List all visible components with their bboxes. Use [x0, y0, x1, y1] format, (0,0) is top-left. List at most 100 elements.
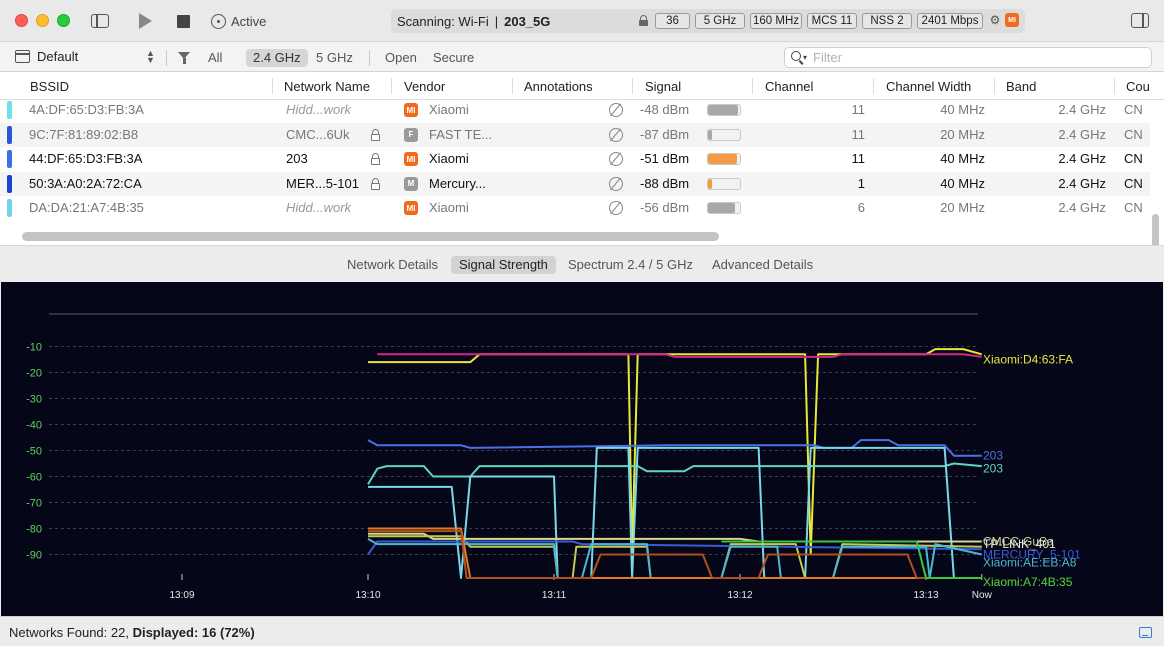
- channel-cell: 6: [857, 200, 865, 215]
- signal-cell: -48 dBm: [640, 102, 690, 117]
- y-tick-label: -30: [26, 394, 42, 406]
- filter-all-button[interactable]: All: [208, 50, 223, 65]
- tab-network-details[interactable]: Network Details: [347, 257, 439, 272]
- table-row[interactable]: 4A:DF:65:D3:FB:3A Hidd...work MI Xiaomi -48 …: [0, 98, 1150, 122]
- y-tick-label: -10: [26, 342, 42, 354]
- channel-width-cell: 40 MHz: [940, 102, 985, 117]
- channel-cell: 11: [851, 151, 866, 166]
- col-annotations[interactable]: Annotations: [524, 79, 593, 94]
- column-separator[interactable]: [873, 78, 874, 94]
- filter-secure-button[interactable]: Secure: [433, 50, 475, 65]
- column-separator[interactable]: [1114, 78, 1115, 94]
- horizontal-scrollbar[interactable]: [22, 232, 719, 241]
- series-label: 203: [983, 462, 1003, 476]
- sidebar-toggle-icon[interactable]: [90, 11, 110, 31]
- close-window-button[interactable]: [15, 14, 28, 27]
- filter-open-button[interactable]: Open: [385, 50, 417, 65]
- channel-width-cell: 40 MHz: [940, 175, 985, 191]
- series-line: [367, 538, 983, 579]
- col-band[interactable]: Band: [1006, 79, 1037, 94]
- column-separator[interactable]: [752, 78, 753, 94]
- table-row[interactable]: DA:DA:21:A7:4B:35 Hidd...work MI Xiaomi -56 …: [0, 196, 1150, 220]
- column-separator[interactable]: [994, 78, 995, 94]
- series-label: Xiaomi:A7:4B:35: [983, 575, 1073, 589]
- col-network-name[interactable]: Network Name: [284, 79, 370, 94]
- series-label: CMCC-GuSa: [983, 535, 1054, 549]
- title-bar: Active Scanning: Wi-Fi | 203_5G 36 5 GHz…: [0, 0, 1164, 42]
- vendor-cell: FAST TE...: [429, 126, 493, 142]
- vendor-cell: Xiaomi: [429, 200, 469, 215]
- no-annotation-icon[interactable]: [609, 152, 623, 166]
- series-line: [367, 540, 982, 556]
- col-vendor[interactable]: Vendor: [404, 79, 446, 94]
- x-tick-label: 13:10: [355, 590, 380, 601]
- stop-icon[interactable]: [175, 11, 191, 31]
- column-separator[interactable]: [391, 78, 392, 94]
- col-signal[interactable]: Signal: [645, 79, 682, 94]
- signal-cell: -51 dBm: [640, 151, 690, 166]
- crosshair-icon: [211, 13, 226, 29]
- vertical-scrollbar[interactable]: [1152, 214, 1159, 245]
- toolbar-divider: [166, 50, 167, 66]
- search-options-chevron-icon[interactable]: ▾: [803, 53, 808, 62]
- console-icon[interactable]: [1139, 627, 1152, 638]
- series-line: [368, 348, 983, 556]
- width-chip: 160 MHz: [750, 13, 802, 29]
- x-tick-label: Now: [972, 590, 993, 601]
- network-name-cell: MER...5-101: [286, 175, 359, 191]
- series-line: [368, 446, 982, 579]
- tab-advanced-details[interactable]: Advanced Details: [712, 257, 814, 272]
- profile-label: Default: [37, 49, 79, 64]
- network-name-cell: Hidd...work: [286, 200, 352, 215]
- table-row[interactable]: 9C:7F:81:89:02:B8 CMC...6Uk F FAST TE... -87…: [0, 122, 1150, 147]
- col-channel-width[interactable]: Channel Width: [886, 79, 972, 94]
- channel-cell: 1: [857, 175, 865, 191]
- network-color-strip: [7, 174, 12, 193]
- col-country[interactable]: Cou: [1126, 79, 1150, 94]
- lock-icon: [371, 128, 380, 141]
- series-label: MERCURY_5-101: [983, 548, 1081, 562]
- minimize-window-button[interactable]: [36, 14, 49, 27]
- series-line: [377, 353, 982, 358]
- column-separator[interactable]: [632, 78, 633, 94]
- table-row[interactable]: 50:3A:A0:2A:72:CA MER...5-101 M Mercury... -…: [0, 171, 1150, 196]
- band-cell: 2.4 GHz: [1058, 126, 1106, 142]
- col-channel[interactable]: Channel: [765, 79, 814, 94]
- column-separator[interactable]: [272, 78, 273, 94]
- filter-5ghz-button[interactable]: 5 GHz: [316, 50, 353, 65]
- profile-selector[interactable]: Default: [15, 49, 78, 64]
- y-tick-label: -20: [26, 368, 42, 380]
- funnel-icon[interactable]: [178, 52, 190, 64]
- filter-input[interactable]: [813, 50, 1134, 65]
- active-indicator[interactable]: Active: [211, 11, 266, 31]
- country-cell: CN: [1124, 175, 1143, 191]
- channel-width-cell: 20 MHz: [940, 200, 985, 215]
- mcs-chip: MCS 11: [807, 13, 857, 29]
- play-icon[interactable]: [136, 11, 154, 31]
- tab-signal-strength[interactable]: Signal Strength: [451, 256, 556, 274]
- lock-icon: [371, 177, 380, 190]
- x-tick-label: 13:09: [169, 590, 194, 601]
- tab-spectrum[interactable]: Spectrum 2.4 / 5 GHz: [568, 257, 693, 272]
- y-tick-label: -80: [26, 524, 42, 536]
- no-annotation-icon[interactable]: [609, 127, 623, 142]
- network-name-cell: CMC...6Uk: [286, 126, 350, 142]
- col-bssid[interactable]: BSSID: [30, 79, 70, 94]
- zoom-window-button[interactable]: [57, 14, 70, 27]
- lock-icon: [371, 153, 380, 165]
- vendor-logo-icon: MI: [404, 103, 418, 117]
- column-separator[interactable]: [512, 78, 513, 94]
- no-annotation-icon[interactable]: [609, 201, 623, 215]
- signal-cell: -56 dBm: [640, 200, 690, 215]
- inspector-toggle-icon[interactable]: [1131, 13, 1149, 28]
- vendor-logo-icon: MI: [404, 201, 418, 215]
- no-annotation-icon[interactable]: [609, 103, 623, 117]
- filter-search-box[interactable]: ▾: [784, 47, 1152, 68]
- chart-canvas: -10 -20 -30 -40 -50 -60 -70 -80 -90 13:09 13:10 13:…: [26, 313, 1081, 601]
- updown-chevron-icon[interactable]: ▲ ▼: [146, 48, 155, 65]
- vendor-logo-icon: MI: [404, 152, 418, 166]
- table-row[interactable]: 44:DF:65:D3:FB:3A 203 MI Xiaomi -51 dBm 11 40 …: [0, 147, 1150, 171]
- series-label: TP-LINK_401: [983, 537, 1056, 551]
- no-annotation-icon[interactable]: [609, 176, 623, 191]
- filter-24ghz-button[interactable]: 2.4 GHz: [246, 49, 308, 67]
